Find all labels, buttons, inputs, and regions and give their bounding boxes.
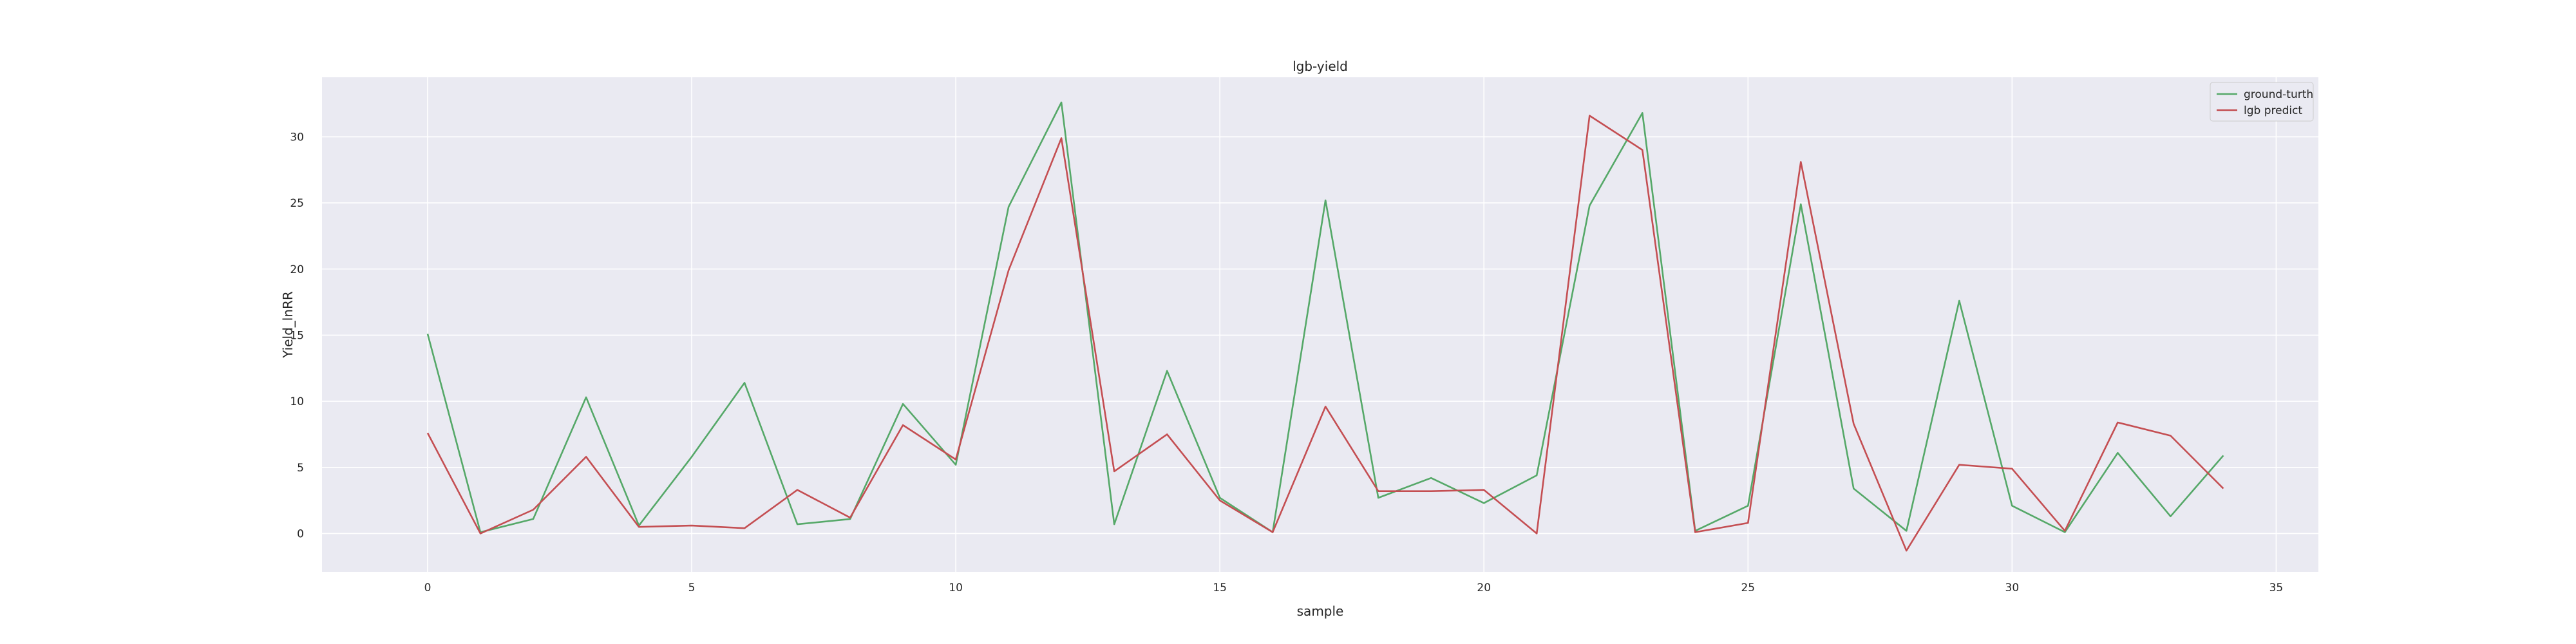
series-line-1 (426, 101, 2224, 533)
x-tick-label: 20 (1477, 582, 1491, 594)
y-tick-label: 25 (290, 197, 304, 210)
series-line-2 (426, 115, 2224, 552)
y-tick-label: 5 (297, 462, 304, 475)
x-tick-label: 0 (424, 582, 431, 594)
x-tick-label: 15 (1213, 582, 1227, 594)
y-tick-label: 15 (290, 329, 304, 342)
plot-area (322, 77, 2318, 572)
x-tick-label: 30 (2005, 582, 2020, 594)
legend-entry: ground-turth (2244, 88, 2313, 101)
legend-entry: lgb predict (2244, 104, 2302, 117)
x-tick-label: 10 (949, 582, 963, 594)
x-axis-label: sample (1297, 603, 1344, 619)
x-tick-label: 35 (2269, 582, 2284, 594)
chart-title: lgb-yield (1293, 59, 1348, 74)
y-tick-label: 30 (290, 131, 304, 144)
y-tick-labels: 0 5 10 15 20 25 30 (290, 131, 304, 540)
y-axis-label: Yield_lnRR (280, 291, 296, 359)
y-tick-label: 10 (290, 395, 304, 408)
legend: ground-turth lgb predict (2210, 82, 2314, 122)
x-tick-label: 5 (688, 582, 696, 594)
x-tick-labels: 0 5 10 15 20 25 30 35 (424, 582, 2284, 594)
y-tick-label: 20 (290, 263, 304, 276)
x-tick-label: 25 (1741, 582, 1755, 594)
y-tick-label: 0 (297, 527, 304, 540)
series-lines (426, 101, 2224, 552)
legend-box (2210, 82, 2314, 122)
